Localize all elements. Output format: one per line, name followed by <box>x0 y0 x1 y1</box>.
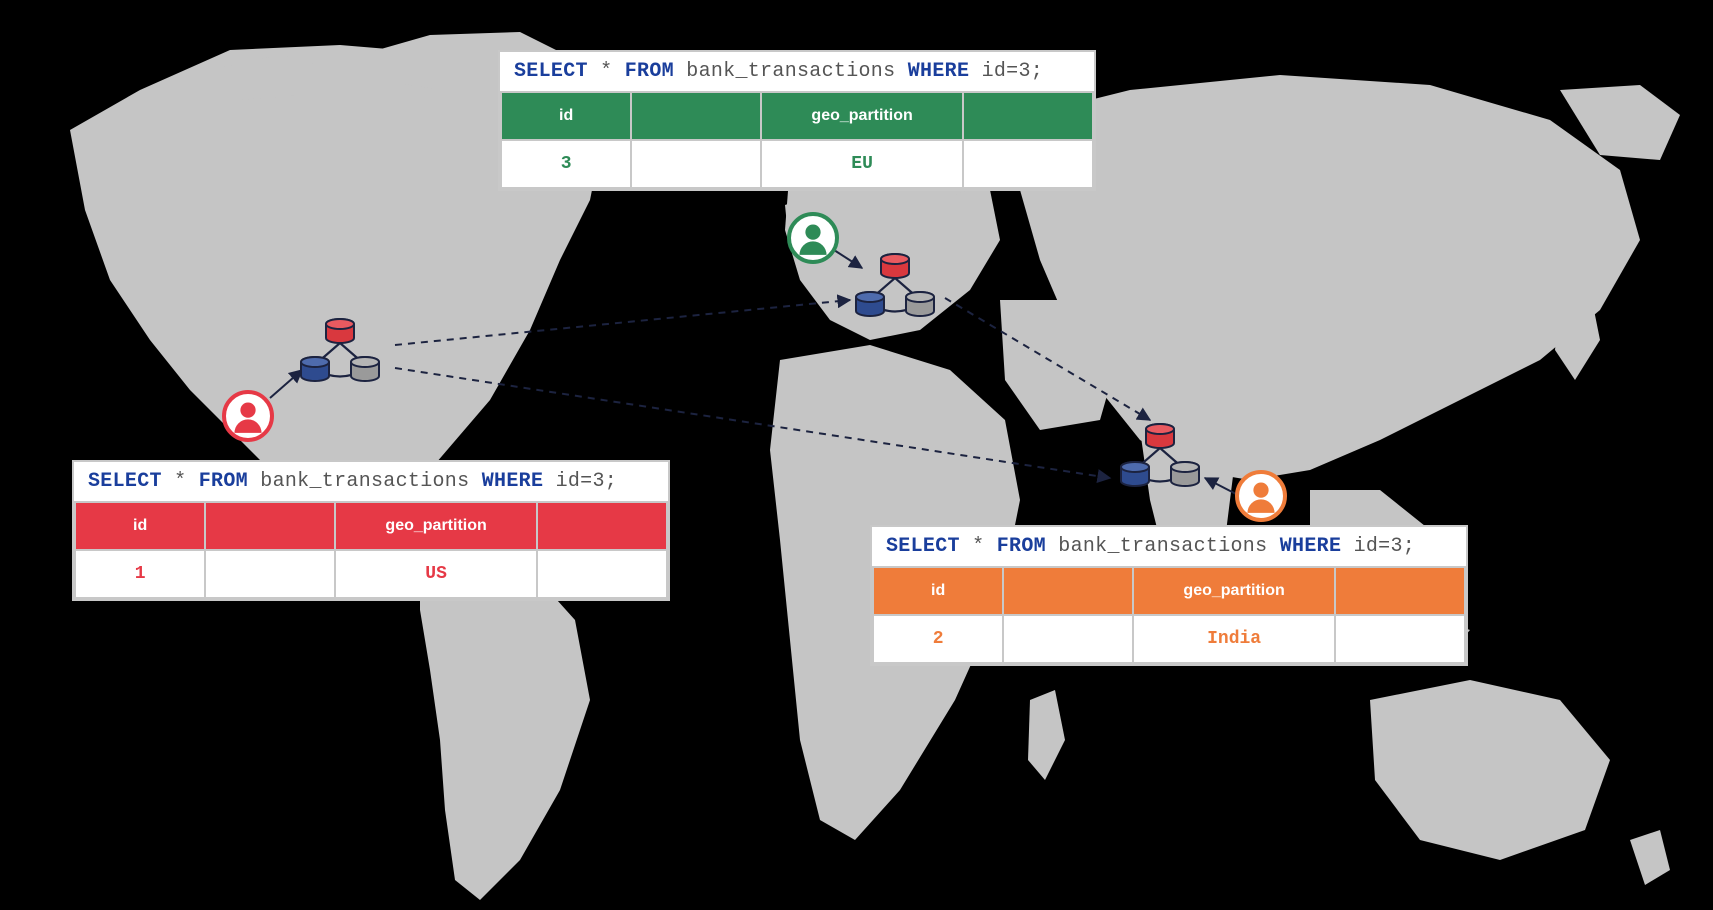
sql-query-us: SELECT * FROM bank_transactions WHERE id… <box>74 462 668 501</box>
val-geo: EU <box>761 140 962 188</box>
sql-query-eu: SELECT * FROM bank_transactions WHERE id… <box>500 52 1094 91</box>
sql-query-india: SELECT * FROM bank_transactions WHERE id… <box>872 527 1466 566</box>
query-panel-india: SELECT * FROM bank_transactions WHERE id… <box>870 525 1468 666</box>
db-cluster-eu <box>850 250 940 330</box>
val-id: 3 <box>501 140 631 188</box>
query-panel-us: SELECT * FROM bank_transactions WHERE id… <box>72 460 670 601</box>
kw-where: WHERE <box>908 60 970 83</box>
kw-select: SELECT <box>514 60 588 83</box>
col-geo: geo_partition <box>761 92 962 140</box>
col-id: id <box>501 92 631 140</box>
query-panel-eu: SELECT * FROM bank_transactions WHERE id… <box>498 50 1096 191</box>
db-cluster-india <box>1115 420 1205 500</box>
user-icon-us <box>222 390 274 442</box>
db-cluster-us <box>295 315 385 395</box>
kw-from: FROM <box>625 60 674 83</box>
user-icon-india <box>1235 470 1287 522</box>
user-icon-eu <box>787 212 839 264</box>
